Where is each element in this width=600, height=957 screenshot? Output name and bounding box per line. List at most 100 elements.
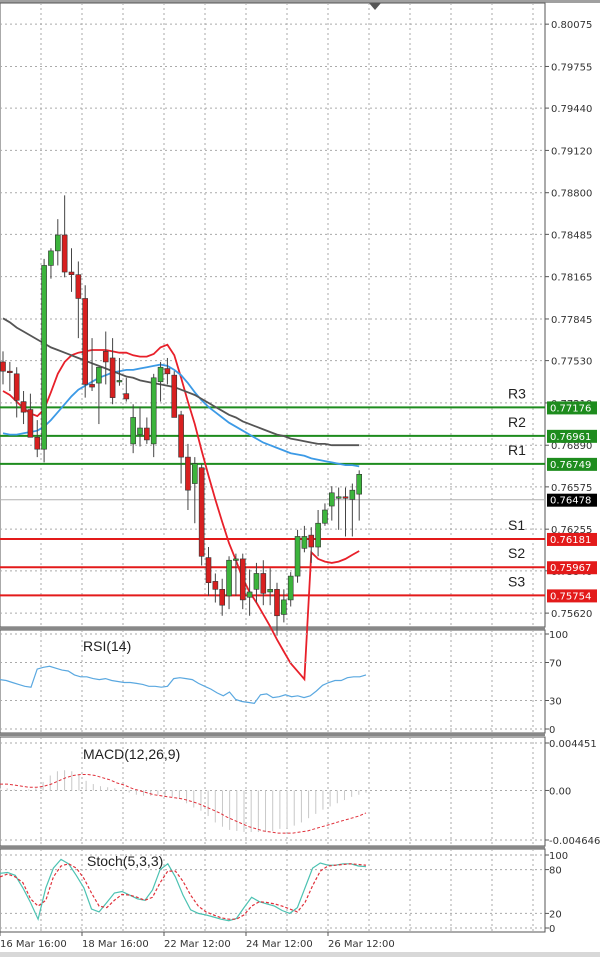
candle-body[interactable] xyxy=(75,274,82,299)
macd-panel[interactable]: 0.004451 0.00 -0.004646 xyxy=(0,739,600,847)
candle-body[interactable] xyxy=(61,234,68,273)
candle-body[interactable] xyxy=(41,265,47,450)
candle-body[interactable] xyxy=(34,436,41,450)
indicator-tick-label: 100 xyxy=(549,851,568,862)
candle-body[interactable] xyxy=(301,536,308,549)
panel-separator xyxy=(0,733,545,736)
candle-body[interactable] xyxy=(356,474,363,495)
candle-body[interactable] xyxy=(68,271,75,275)
candle-body[interactable] xyxy=(130,417,136,445)
moving-average-line xyxy=(2,317,360,447)
candle-body[interactable] xyxy=(137,427,143,435)
current-price-tag-text: 0.76478 xyxy=(550,496,591,507)
candle-body[interactable] xyxy=(335,496,342,499)
moving-average-line xyxy=(2,343,360,682)
candle-body[interactable] xyxy=(102,351,109,363)
stoch-d-line xyxy=(0,863,367,920)
price-tag xyxy=(547,561,597,575)
indicator-tick-label: 100 xyxy=(549,630,568,641)
candle-body[interactable] xyxy=(144,427,150,441)
candle-body[interactable] xyxy=(212,581,219,590)
price-tag xyxy=(547,532,597,546)
candle-body[interactable] xyxy=(308,534,315,548)
candlesticks[interactable] xyxy=(0,195,363,636)
candle-body[interactable] xyxy=(54,234,61,252)
time-tick-label: 26 Mar 12:00 xyxy=(328,939,395,950)
price-tick-label: 0.79440 xyxy=(551,104,592,115)
rsi-line xyxy=(0,665,367,705)
time-tick-label: 16 Mar 16:00 xyxy=(0,939,67,950)
price-tag xyxy=(547,457,597,471)
candle-body[interactable] xyxy=(287,575,294,601)
candle-body[interactable] xyxy=(233,558,239,561)
price-tag-text: 0.76961 xyxy=(550,432,591,443)
time-tick-label: 24 Mar 12:00 xyxy=(246,939,313,950)
candle-body[interactable] xyxy=(342,496,349,499)
candle-body[interactable] xyxy=(20,401,27,413)
panel-frame xyxy=(0,2,546,628)
candle-body[interactable] xyxy=(274,589,280,617)
candle-body[interactable] xyxy=(48,250,54,266)
pivot-label-r3: R3 xyxy=(508,385,526,401)
candle-body[interactable] xyxy=(192,463,198,484)
top-border xyxy=(0,0,600,3)
chart-shift-marker-icon[interactable] xyxy=(369,3,381,10)
rsi-panel[interactable]: 100 70 30 0 xyxy=(0,630,568,736)
candle-body[interactable] xyxy=(171,374,178,418)
candle-body[interactable] xyxy=(253,573,260,590)
candle-body[interactable] xyxy=(239,558,246,601)
bottom-border xyxy=(0,952,600,957)
candle-body[interactable] xyxy=(226,559,232,597)
candle-body[interactable] xyxy=(315,522,321,548)
candle-body[interactable] xyxy=(322,509,328,524)
candle-body[interactable] xyxy=(27,409,34,438)
candle-body[interactable] xyxy=(89,384,95,388)
candle-body[interactable] xyxy=(205,557,212,584)
candle-body[interactable] xyxy=(219,589,225,606)
price-tag xyxy=(547,429,597,443)
candle-body[interactable] xyxy=(0,361,6,372)
pivot-label-s2: S2 xyxy=(508,545,525,561)
candle-body[interactable] xyxy=(294,536,301,577)
macd-signal-line xyxy=(0,774,367,834)
candle-body[interactable] xyxy=(349,489,356,500)
candle-body[interactable] xyxy=(109,357,116,398)
candle-body[interactable] xyxy=(164,368,171,375)
price-tag-text: 0.75754 xyxy=(550,591,591,602)
moving-averages xyxy=(2,317,360,682)
candle-body[interactable] xyxy=(157,366,164,383)
panel-separator xyxy=(0,627,545,630)
candle-body[interactable] xyxy=(150,377,157,445)
candle-body[interactable] xyxy=(123,393,130,400)
candle-body[interactable] xyxy=(267,589,273,593)
candle-body[interactable] xyxy=(246,591,253,598)
candle-body[interactable] xyxy=(185,456,191,491)
price-tick-label: 0.77530 xyxy=(551,357,592,368)
stoch-k-line xyxy=(0,858,367,922)
price-tick-label: 0.78165 xyxy=(551,273,592,284)
candle-body[interactable] xyxy=(198,467,205,557)
candle-body[interactable] xyxy=(82,298,88,385)
candle-body[interactable] xyxy=(178,414,184,458)
price-tick-label: 0.79755 xyxy=(551,62,592,73)
candle-body[interactable] xyxy=(281,599,287,615)
candle-body[interactable] xyxy=(96,366,102,384)
price-tag-text: 0.76749 xyxy=(550,460,591,471)
indicator-tick-label: -0.004646 xyxy=(549,836,600,847)
indicator-tick-label: 0 xyxy=(549,924,555,935)
stochastic-panel[interactable]: 100 80 20 0 xyxy=(0,851,568,935)
candle-body[interactable] xyxy=(260,573,267,594)
indicator-tick-label: 70 xyxy=(549,659,562,670)
pivot-label-s3: S3 xyxy=(508,573,525,589)
candle-body[interactable] xyxy=(116,380,123,383)
price-tick-label: 0.78800 xyxy=(551,189,592,200)
candle-body[interactable] xyxy=(13,373,20,401)
indicator-tick-label: 30 xyxy=(549,697,562,708)
price-tag xyxy=(547,401,597,415)
candle-body[interactable] xyxy=(328,492,335,507)
price-tag-text: 0.75967 xyxy=(550,563,591,574)
price-axis: 0.80075 0.79755 0.79440 0.79120 0.78800 0.784… xyxy=(545,20,592,620)
candle-body[interactable] xyxy=(7,370,13,373)
time-axis: 16 Mar 16:00 18 Mar 16:00 22 Mar 12:00 24 M… xyxy=(0,931,600,957)
